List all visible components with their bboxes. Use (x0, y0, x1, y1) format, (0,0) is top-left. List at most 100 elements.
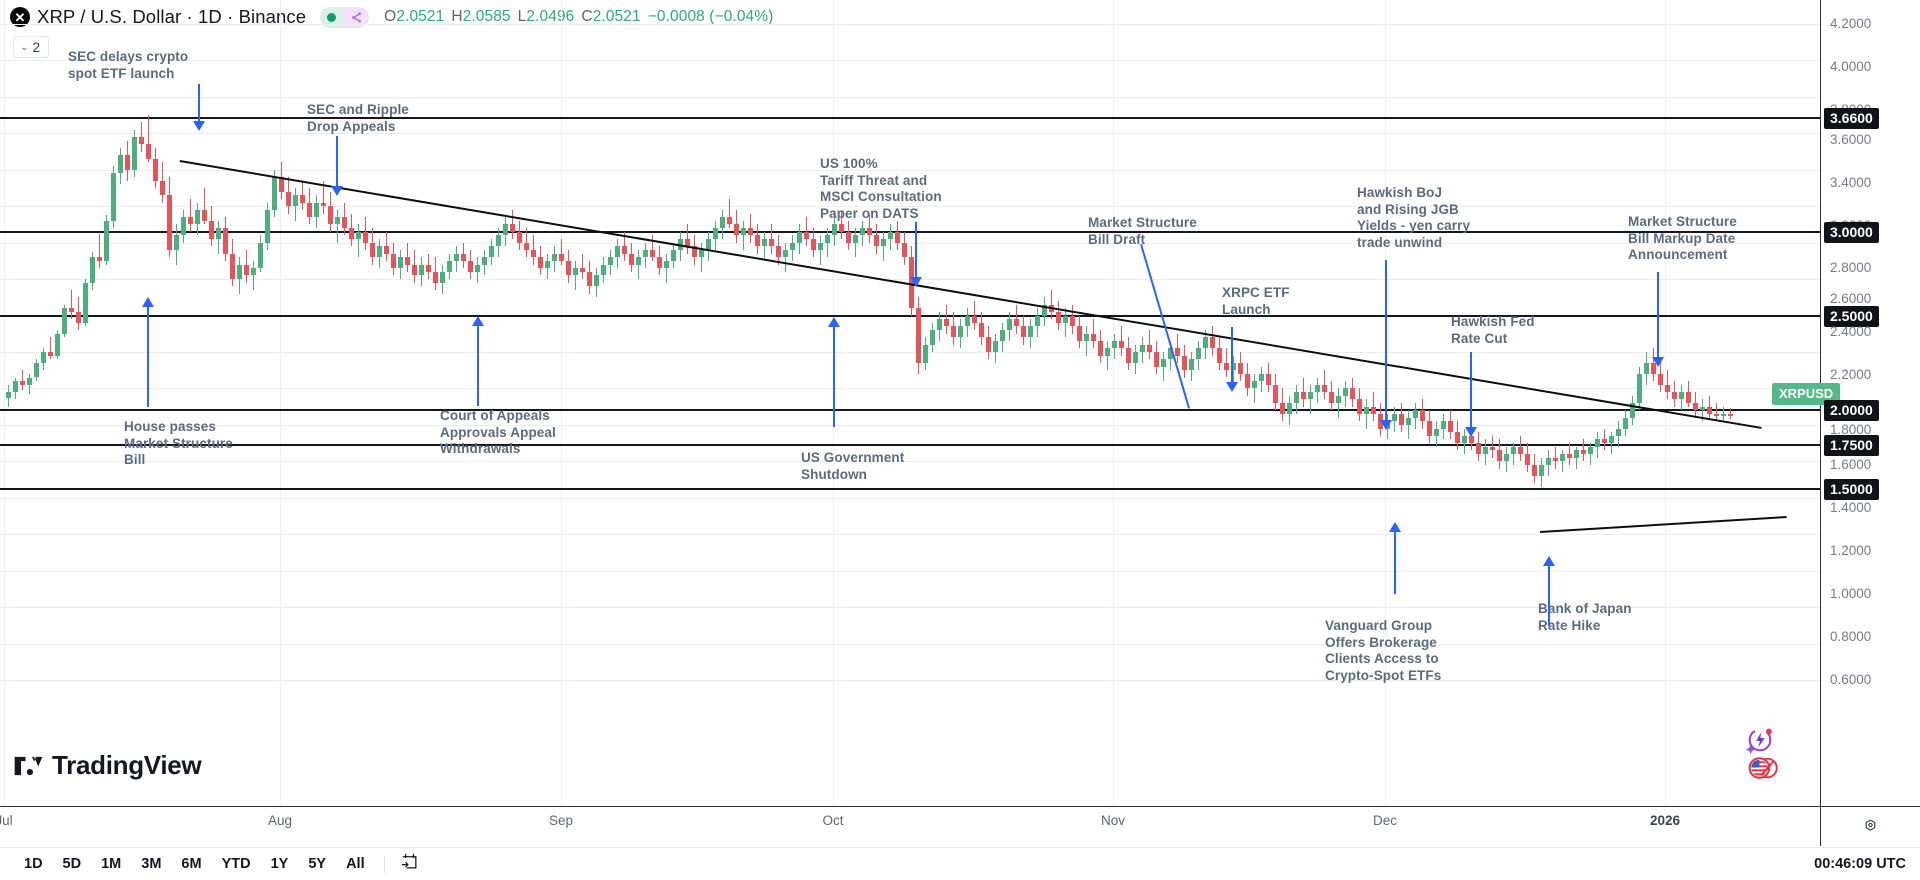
low-label: L (517, 8, 527, 25)
annotation-us-tariff-msci: US 100% Tariff Threat and MSCI Consultat… (820, 156, 942, 221)
candle-body (580, 268, 585, 272)
arrow-shaft (1657, 272, 1659, 358)
candle-wick (386, 231, 387, 261)
candle-body (587, 271, 592, 287)
timeframe-button-all[interactable]: All (346, 856, 365, 872)
price-level-label[interactable]: 2.0000 (1824, 400, 1879, 421)
ascending-support[interactable] (1540, 516, 1788, 533)
price-level-label[interactable]: 3.6600 (1824, 108, 1879, 129)
candle-wick (358, 224, 359, 258)
timeframe-button-1m[interactable]: 1M (101, 856, 122, 872)
chevron-down-icon[interactable]: ⌄ (20, 41, 29, 53)
us-flag-badge-icon[interactable] (1747, 754, 1778, 784)
arrow-shaft (915, 222, 917, 278)
candle-body (1091, 333, 1096, 342)
timeframe-button-1d[interactable]: 1D (24, 856, 43, 872)
candle-body (433, 271, 438, 283)
annotation-house-passes-bill: House passes Market Structure Bill (124, 419, 233, 467)
candle-wick (638, 249, 639, 280)
candle-body (888, 231, 893, 239)
candle-body (342, 217, 347, 229)
candle-body (1630, 403, 1635, 418)
price-level-label[interactable]: 1.7500 (1824, 435, 1879, 456)
price-level-line (0, 231, 1820, 233)
candle-body (1217, 348, 1222, 363)
tradingview-watermark: TradingView (13, 750, 202, 781)
timeframe-button-3m[interactable]: 3M (141, 856, 162, 872)
candle-body (188, 217, 193, 225)
candle-body (6, 392, 11, 398)
price-level-label[interactable]: 3.0000 (1824, 222, 1879, 243)
price-level-label[interactable]: 1.5000 (1824, 479, 1879, 500)
candle-body (1658, 373, 1663, 385)
candle-body (1287, 403, 1292, 414)
candle-body (692, 246, 697, 258)
ohlc-readout: O2.0521 H2.0585 L2.0496 C2.0521 −0.0008 (−0.… (384, 8, 773, 26)
candle-wick (1723, 406, 1724, 422)
chart-plot-area[interactable]: SEC delays crypto spot ETF launch SEC and… (0, 0, 1820, 806)
candle-body (90, 257, 95, 283)
candle-body (1294, 392, 1299, 403)
timeframe-button-5d[interactable]: 5D (62, 856, 82, 872)
candle-body (1441, 421, 1446, 429)
gridline (0, 24, 1820, 25)
tradingview-logo-icon (14, 756, 43, 775)
market-open-dot-icon[interactable] (320, 6, 344, 28)
candle-body (244, 264, 249, 276)
timeframe-button-1y[interactable]: 1Y (270, 856, 289, 872)
candle-body (538, 257, 543, 269)
price-level-label[interactable]: 2.5000 (1824, 306, 1879, 327)
candle-body (314, 202, 319, 218)
candle-body (118, 155, 123, 174)
candle-body (1070, 315, 1075, 327)
price-tick-label: 0.8000 (1830, 629, 1872, 644)
ai-sparkle-badge-icon[interactable] (1745, 725, 1775, 755)
candle-body (496, 235, 501, 247)
timeframe-button-6m[interactable]: 6M (181, 856, 202, 872)
candle-body (475, 264, 480, 272)
symbol-title[interactable]: XRP / U.S. Dollar · 1D · Binance (37, 6, 307, 27)
candle-body (727, 217, 732, 225)
calendar-forward-icon[interactable] (394, 850, 425, 878)
candle-body (734, 224, 739, 236)
arrow-shaft (198, 84, 200, 122)
time-axis[interactable]: Jul Aug Sep Oct Nov Dec 2026 (0, 806, 1820, 846)
chart-settings-button[interactable] (1820, 806, 1920, 846)
symbol-price-badge[interactable]: XRPUSD (1772, 383, 1841, 405)
candle-body (1084, 333, 1089, 342)
candle-body (804, 231, 809, 239)
candle-body (825, 235, 830, 243)
timeframe-button-ytd[interactable]: YTD (221, 856, 251, 872)
candle-body (1511, 446, 1516, 455)
price-axis[interactable]: 4.20004.00003.80003.66003.60003.40003.20… (1772, 0, 1920, 806)
chart-header: ✕ XRP / U.S. Dollar · 1D · Binance O2.05… (0, 0, 1920, 34)
candle-wick (1576, 446, 1577, 469)
candle-wick (1611, 432, 1612, 455)
candle-body (1350, 388, 1355, 400)
arrow-shaft (1394, 531, 1396, 594)
candle-body (713, 228, 718, 239)
candle-body (818, 242, 823, 250)
candle-body (146, 144, 151, 159)
candle-body (986, 337, 991, 352)
candle-wick (1709, 395, 1710, 418)
candle-body (1406, 417, 1411, 425)
candle-body (272, 177, 277, 210)
candle-body (335, 217, 340, 225)
candle-body (237, 264, 242, 280)
annotation-us-gov-shutdown: US Government Shutdown (801, 450, 905, 482)
candle-body (1371, 406, 1376, 414)
candle-wick (1051, 290, 1052, 320)
share-icon[interactable] (343, 6, 370, 28)
candle-body (1133, 352, 1138, 363)
candle-wick (841, 209, 842, 239)
candle-body (860, 228, 865, 236)
candle-body (447, 260, 452, 272)
candle-body (1595, 439, 1600, 447)
candle-body (1420, 410, 1425, 422)
timeframe-button-5y[interactable]: 5Y (308, 856, 327, 872)
indicator-legend[interactable]: ⌄ 2 (13, 36, 50, 58)
arrow-head (142, 297, 154, 307)
arrow-head (1389, 522, 1401, 532)
arrow-head (1652, 357, 1664, 367)
